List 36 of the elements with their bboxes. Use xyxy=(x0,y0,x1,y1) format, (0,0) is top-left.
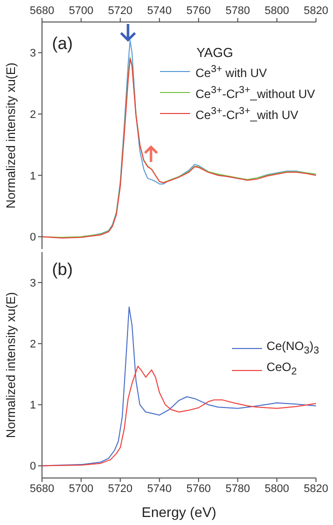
line-series xyxy=(42,306,316,466)
x2-tick-label: 5760 xyxy=(186,5,211,17)
y-tick-label: 0 xyxy=(30,460,36,473)
x-tick-label: 5820 xyxy=(304,482,328,495)
x-tick-label: 5760 xyxy=(186,482,211,495)
x-tick-label: 5720 xyxy=(108,482,133,495)
legend-label: Ce$^{3+}$-Cr$^{3+}$_without UV xyxy=(195,84,315,103)
x2-tick-label: 5820 xyxy=(304,5,328,17)
y-tick-label: 3 xyxy=(30,48,36,60)
y-tick-label: 3 xyxy=(30,277,36,290)
x-axis-title: Energy (eV) xyxy=(142,504,216,520)
annotation: (b) xyxy=(52,260,73,280)
y-tick-label: 1 xyxy=(30,170,36,182)
x2-tick-label: 5720 xyxy=(108,5,133,17)
y-axis-title: Normalized intensity xu(E) xyxy=(4,62,18,208)
legend-label: Ce$^{3+}$-Cr$^{3+}$_with UV xyxy=(195,105,298,124)
x2-tick-label: 5780 xyxy=(225,5,250,17)
annotation: (a) xyxy=(52,34,73,54)
x-tick-label: 5780 xyxy=(225,482,250,495)
legend-title: YAGG xyxy=(196,44,234,61)
x2-tick-label: 5740 xyxy=(147,5,172,17)
legend-label: Ce$^{3+}$ with UV xyxy=(195,63,267,82)
y-tick-label: 2 xyxy=(30,108,36,121)
y-tick-label: 1 xyxy=(30,400,36,412)
x-tick-label: 5740 xyxy=(147,482,172,495)
x-tick-label: 5680 xyxy=(30,482,54,495)
x-tick-label: 5800 xyxy=(264,482,290,495)
x2-tick-label: 5700 xyxy=(68,5,94,17)
y-tick-label: 2 xyxy=(30,338,36,351)
y-tick-label: 0 xyxy=(30,232,36,244)
legend-label: Ce(NO$_{3}$)$_{3}$ xyxy=(266,338,319,358)
x-tick-label: 5700 xyxy=(68,482,94,495)
x2-tick-label: 5680 xyxy=(30,5,54,17)
y-axis-title: Normalized intensity xu(E) xyxy=(4,292,18,438)
legend-label: CeO$_{2}$ xyxy=(266,359,297,380)
x2-tick-label: 5800 xyxy=(264,5,290,17)
